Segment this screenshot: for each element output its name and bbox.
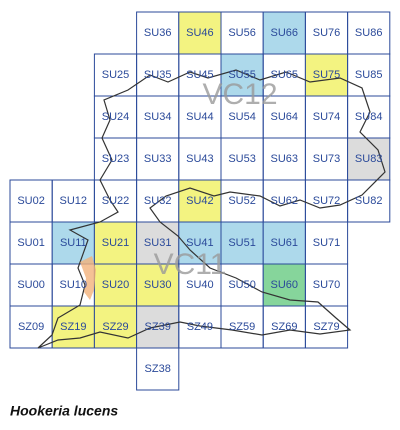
cell-label: SU45 [186, 69, 214, 81]
cell-label: SU33 [144, 153, 172, 165]
grid-cell [304, 53, 349, 97]
cell-label: SU36 [144, 27, 172, 39]
cell-label: SU40 [186, 279, 214, 291]
cell-label: SU02 [17, 195, 45, 207]
grid-cell [178, 179, 222, 223]
cell-label: SU85 [355, 69, 383, 81]
grid-cell [347, 137, 391, 181]
cell-label: SU41 [186, 237, 214, 249]
cell-label: SU46 [186, 27, 214, 39]
cell-label: SU62 [271, 195, 299, 207]
cell-label: SU65 [271, 69, 299, 81]
cell-label: SU86 [355, 27, 383, 39]
grid [9, 11, 391, 391]
cell-label: SZ19 [60, 321, 86, 333]
cell-label: SU70 [313, 279, 341, 291]
cell-label: SU66 [271, 27, 299, 39]
grid-cell [178, 221, 222, 265]
cell-label: SZ79 [313, 321, 339, 333]
cell-label: SU53 [228, 153, 256, 165]
region-label: VC12 [202, 78, 277, 111]
cell-label: SU63 [271, 153, 299, 165]
cell-label: SZ29 [102, 321, 128, 333]
cell-label: SU24 [102, 111, 130, 123]
cell-label: SU11 [60, 237, 87, 249]
cell-label: SU83 [355, 153, 383, 165]
cell-label: SU84 [355, 111, 383, 123]
cell-label: SU43 [186, 153, 214, 165]
cell-label: SU35 [144, 69, 172, 81]
cell-label: SU71 [313, 237, 341, 249]
grid-cell [136, 263, 180, 307]
cell-label: SU22 [102, 195, 130, 207]
grid-cell [262, 263, 306, 307]
grid-cell [93, 221, 138, 265]
cell-label: SU72 [313, 195, 341, 207]
grid-cell [262, 221, 306, 265]
species-caption: Hookeria lucens [10, 403, 118, 419]
cell-label: SZ59 [229, 321, 255, 333]
cell-label: SU82 [355, 195, 383, 207]
grid-cell [136, 221, 180, 265]
cell-label: SU74 [313, 111, 341, 123]
cell-label: SU52 [228, 195, 256, 207]
cell-label: SU34 [144, 111, 172, 123]
cell-label: SU42 [186, 195, 214, 207]
cell-label: SU73 [313, 153, 341, 165]
cell-label: SU55 [228, 69, 256, 81]
cell-label: SU61 [271, 237, 299, 249]
cell-label: SU64 [271, 111, 299, 123]
cell-label: SU20 [102, 279, 130, 291]
cell-label: SZ69 [271, 321, 297, 333]
cell-label: SU30 [144, 279, 172, 291]
cell-label: SZ49 [187, 321, 213, 333]
cell-label: SZ39 [145, 321, 171, 333]
cell-label: SU00 [17, 279, 45, 291]
cell-label: SU56 [228, 27, 256, 39]
grid-cell [304, 305, 349, 349]
cell-label: SZ09 [18, 321, 44, 333]
cell-label: SU21 [102, 237, 130, 249]
county-boundary [37, 69, 386, 349]
cell-label: SU51 [228, 237, 256, 249]
cell-label: SU31 [144, 237, 172, 249]
cell-label: SU54 [228, 111, 256, 123]
cell-label: SU50 [228, 279, 256, 291]
cell-label: SU23 [102, 153, 130, 165]
cell-label: SU76 [313, 27, 341, 39]
cell-label: SU32 [144, 195, 172, 207]
grid-cell [136, 347, 180, 391]
cell-label: SU10 [60, 279, 88, 291]
cell-label: SU25 [102, 69, 130, 81]
cell-label: SZ38 [145, 363, 171, 375]
cell-label: SU60 [271, 279, 299, 291]
cell-label: SU75 [313, 69, 341, 81]
cell-labels: SU36 SU46 SU56 SU66 SU76 SU86 SU25 SU35 SU45 SU55… [17, 27, 382, 375]
cell-label: SU44 [186, 111, 214, 123]
coastal-patch [80, 256, 96, 300]
cell-label: SU01 [17, 237, 45, 249]
region-label: VC11 [154, 248, 227, 281]
cell-label: SU12 [60, 195, 88, 207]
